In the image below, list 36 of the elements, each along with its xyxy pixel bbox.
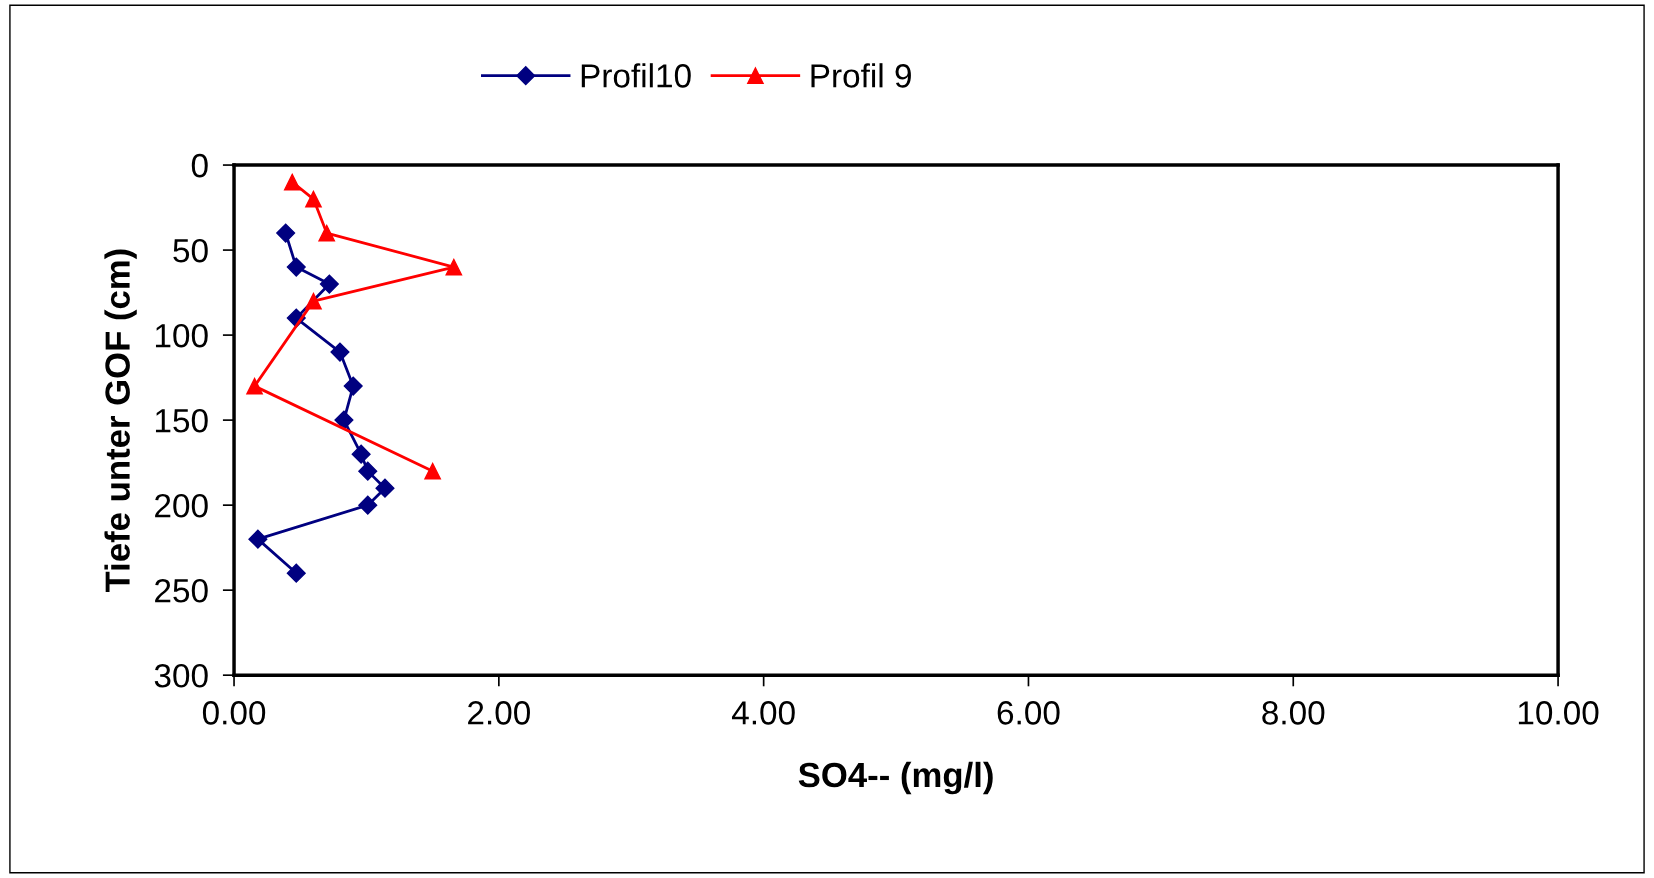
- x-tick-label: 6.00: [997, 701, 1060, 725]
- point: [283, 173, 301, 191]
- x-tick-label: 0.00: [202, 701, 266, 725]
- point: [305, 190, 322, 208]
- y-tick-label: 0: [191, 153, 208, 178]
- legend-label: Profil10: [581, 63, 691, 88]
- legend-label: Profil 9: [811, 63, 911, 88]
- point: [286, 257, 306, 277]
- y-tick-label: 300: [154, 663, 208, 688]
- x-tick-label: 8.00: [1262, 701, 1325, 725]
- point: [424, 462, 441, 480]
- point: [276, 223, 296, 243]
- point: [330, 342, 350, 362]
- point: [334, 410, 354, 430]
- y-tick-label: 250: [155, 578, 208, 603]
- point: [358, 461, 378, 481]
- point: [248, 529, 268, 549]
- y-axis-title: Tiefe unter GOF (cm): [104, 249, 137, 593]
- x-tick-label: 2.00: [468, 701, 530, 725]
- y-tick-label: 50: [173, 238, 208, 263]
- point: [351, 444, 371, 464]
- y-tick-label: 100: [155, 323, 208, 348]
- point: [343, 376, 363, 396]
- x-tick-label: 10.00: [1518, 701, 1599, 725]
- point: [246, 377, 263, 395]
- y-tick-label: 200: [155, 493, 208, 518]
- point: [375, 478, 395, 498]
- point: [319, 274, 339, 294]
- point: [286, 563, 306, 583]
- point: [318, 224, 336, 242]
- point: [305, 292, 322, 310]
- point: [445, 258, 463, 276]
- y-tick-label: 150: [155, 408, 208, 433]
- point: [358, 495, 378, 515]
- x-tick-label: 4.00: [731, 701, 795, 725]
- x-axis-title: SO4-- (mg/l): [798, 761, 993, 795]
